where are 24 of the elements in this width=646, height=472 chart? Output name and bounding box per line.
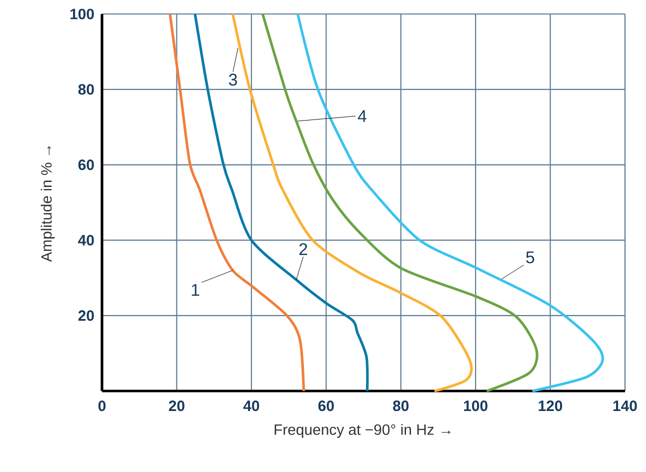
line-series — [168, 12, 306, 392]
x-axis-title: Frequency at −90° in Hz → — [274, 424, 450, 438]
x-tick-label: 80 — [393, 400, 409, 412]
line-series — [296, 12, 604, 392]
y-tick-label: 20 — [78, 310, 94, 321]
annotation: 3 — [228, 74, 237, 86]
y-axis-title: Amplitude in % → — [40, 146, 55, 262]
y-tick-label: 100 — [70, 8, 94, 20]
annotation: 4 — [358, 110, 366, 122]
y-tick-label: 40 — [78, 234, 94, 246]
line-series — [194, 12, 369, 392]
x-tick-label: 40 — [243, 400, 260, 412]
x-tick-label: 20 — [168, 400, 184, 412]
y-tick-label: 80 — [78, 84, 94, 95]
line-series — [261, 12, 538, 392]
x-tick-label: 100 — [464, 400, 488, 412]
annotation: 5 — [526, 251, 534, 264]
x-tick-label: 120 — [538, 400, 562, 412]
y-tick-label: 60 — [78, 160, 94, 170]
x-tick-label: 140 — [613, 400, 637, 412]
annotation: 1 — [192, 284, 200, 296]
annotation: 2 — [299, 243, 308, 256]
x-tick-label: 0 — [98, 400, 106, 412]
x-tick-label: 60 — [318, 400, 334, 412]
